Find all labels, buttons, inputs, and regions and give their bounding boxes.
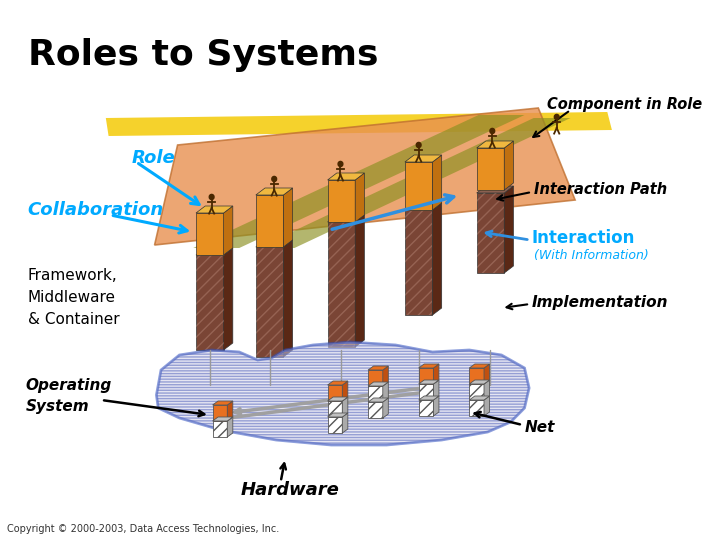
Text: Roles to Systems: Roles to Systems (27, 38, 378, 72)
Polygon shape (405, 210, 433, 315)
Polygon shape (196, 255, 224, 350)
Text: Hardware: Hardware (240, 481, 339, 499)
Polygon shape (155, 108, 575, 245)
Polygon shape (328, 401, 342, 417)
Polygon shape (328, 397, 348, 401)
Text: Framework,
Middleware
& Container: Framework, Middleware & Container (27, 268, 120, 327)
Polygon shape (383, 398, 388, 418)
Polygon shape (355, 215, 364, 347)
Text: Interaction: Interaction (532, 229, 635, 247)
Polygon shape (469, 400, 484, 416)
Polygon shape (106, 112, 612, 136)
Polygon shape (284, 240, 292, 357)
Text: Role: Role (132, 149, 176, 167)
Polygon shape (477, 193, 504, 273)
Polygon shape (328, 215, 364, 222)
Polygon shape (368, 402, 383, 418)
Polygon shape (405, 203, 441, 210)
Polygon shape (284, 188, 292, 247)
Polygon shape (256, 188, 292, 195)
Polygon shape (433, 380, 439, 400)
Polygon shape (469, 364, 490, 368)
Polygon shape (504, 186, 513, 273)
Polygon shape (328, 173, 364, 180)
Polygon shape (469, 384, 484, 400)
Polygon shape (328, 381, 348, 385)
Polygon shape (469, 368, 484, 384)
Polygon shape (368, 370, 383, 386)
Polygon shape (368, 366, 388, 370)
Polygon shape (196, 248, 233, 255)
Polygon shape (328, 413, 348, 417)
Polygon shape (477, 141, 513, 148)
Polygon shape (368, 386, 383, 402)
Polygon shape (355, 173, 364, 222)
Polygon shape (342, 413, 348, 433)
Polygon shape (342, 381, 348, 401)
Polygon shape (418, 364, 439, 368)
Polygon shape (477, 148, 504, 190)
Polygon shape (328, 180, 355, 222)
Polygon shape (383, 382, 388, 402)
Polygon shape (433, 203, 441, 315)
Text: Copyright © 2000-2003, Data Access Technologies, Inc.: Copyright © 2000-2003, Data Access Techn… (7, 524, 279, 534)
Circle shape (272, 177, 276, 181)
Polygon shape (368, 398, 388, 402)
Polygon shape (418, 384, 433, 400)
Circle shape (338, 161, 343, 167)
Polygon shape (196, 213, 224, 255)
Polygon shape (433, 364, 439, 384)
Polygon shape (477, 186, 513, 193)
Polygon shape (418, 400, 433, 416)
Polygon shape (418, 380, 439, 384)
Polygon shape (418, 368, 433, 384)
Polygon shape (469, 380, 490, 384)
Polygon shape (224, 206, 233, 255)
Circle shape (416, 143, 421, 147)
Circle shape (210, 194, 214, 200)
Circle shape (554, 114, 559, 119)
Polygon shape (193, 115, 524, 248)
Polygon shape (224, 248, 233, 350)
Polygon shape (405, 162, 433, 210)
Polygon shape (256, 195, 284, 247)
Polygon shape (383, 366, 388, 386)
Polygon shape (212, 401, 233, 405)
Polygon shape (433, 396, 439, 416)
Polygon shape (212, 405, 228, 421)
Polygon shape (328, 417, 342, 433)
Polygon shape (484, 380, 490, 400)
Polygon shape (212, 417, 233, 421)
Polygon shape (228, 417, 233, 437)
Polygon shape (504, 141, 513, 190)
Polygon shape (212, 421, 228, 437)
Polygon shape (484, 364, 490, 384)
Text: (With Information): (With Information) (534, 248, 649, 261)
Polygon shape (418, 396, 439, 400)
Text: Component in Role: Component in Role (546, 98, 702, 112)
Polygon shape (328, 385, 342, 401)
Polygon shape (368, 382, 388, 386)
Polygon shape (328, 222, 355, 347)
Polygon shape (433, 155, 441, 210)
Text: Collaboration: Collaboration (27, 201, 164, 219)
Polygon shape (156, 342, 529, 445)
Polygon shape (405, 155, 441, 162)
Text: Interaction Path: Interaction Path (534, 183, 667, 198)
Polygon shape (196, 206, 233, 213)
Text: Operating
System: Operating System (26, 378, 112, 414)
Polygon shape (342, 397, 348, 417)
Polygon shape (484, 396, 490, 416)
Text: Implementation: Implementation (532, 294, 668, 309)
Polygon shape (469, 396, 490, 400)
Polygon shape (256, 247, 284, 357)
Polygon shape (256, 240, 292, 247)
Polygon shape (228, 401, 233, 421)
Polygon shape (258, 118, 570, 248)
Text: Net: Net (524, 421, 555, 435)
Circle shape (490, 129, 495, 133)
